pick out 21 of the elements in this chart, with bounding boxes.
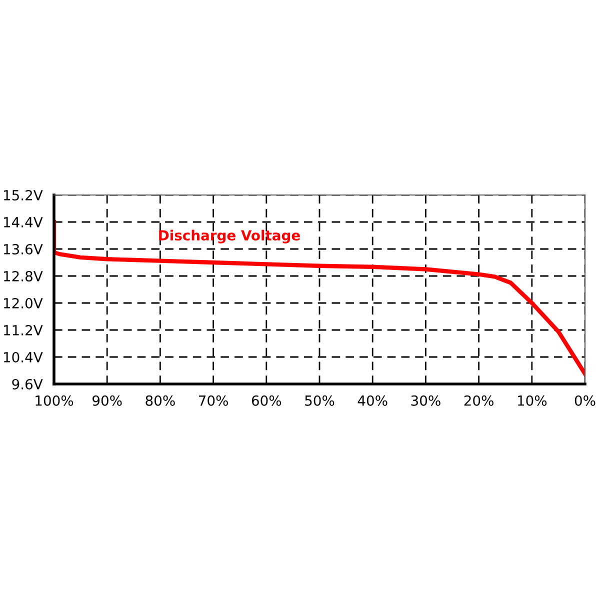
- x-tick-label: 30%: [411, 395, 440, 406]
- y-tick-label: 9.6V: [12, 378, 43, 390]
- y-tick-label: 12.8V: [4, 270, 43, 282]
- y-tick-label: 15.2V: [4, 190, 43, 200]
- x-tick-label: 80%: [146, 395, 175, 406]
- x-tick-label: 20%: [464, 395, 494, 406]
- x-tick-label: 0%: [574, 395, 596, 406]
- line-series: [54, 220, 585, 376]
- y-tick-label: 13.6V: [4, 244, 43, 254]
- y-tick-label: 10.4V: [4, 352, 43, 362]
- x-tick-label: 100%: [36, 395, 74, 406]
- y-tick-label: 14.4V: [4, 217, 43, 228]
- series-label: Discharge Voltage: [159, 230, 300, 244]
- x-tick-label: 10%: [518, 395, 547, 406]
- x-tick-label: 50%: [305, 395, 334, 406]
- x-tick-label: 60%: [252, 395, 282, 406]
- x-tick-label: 40%: [358, 395, 388, 406]
- x-tick-label: 90%: [92, 395, 122, 406]
- y-tick-label: 12.0V: [4, 298, 43, 308]
- x-tick-label: 70%: [199, 395, 228, 406]
- y-tick-label: 11.2V: [4, 324, 43, 336]
